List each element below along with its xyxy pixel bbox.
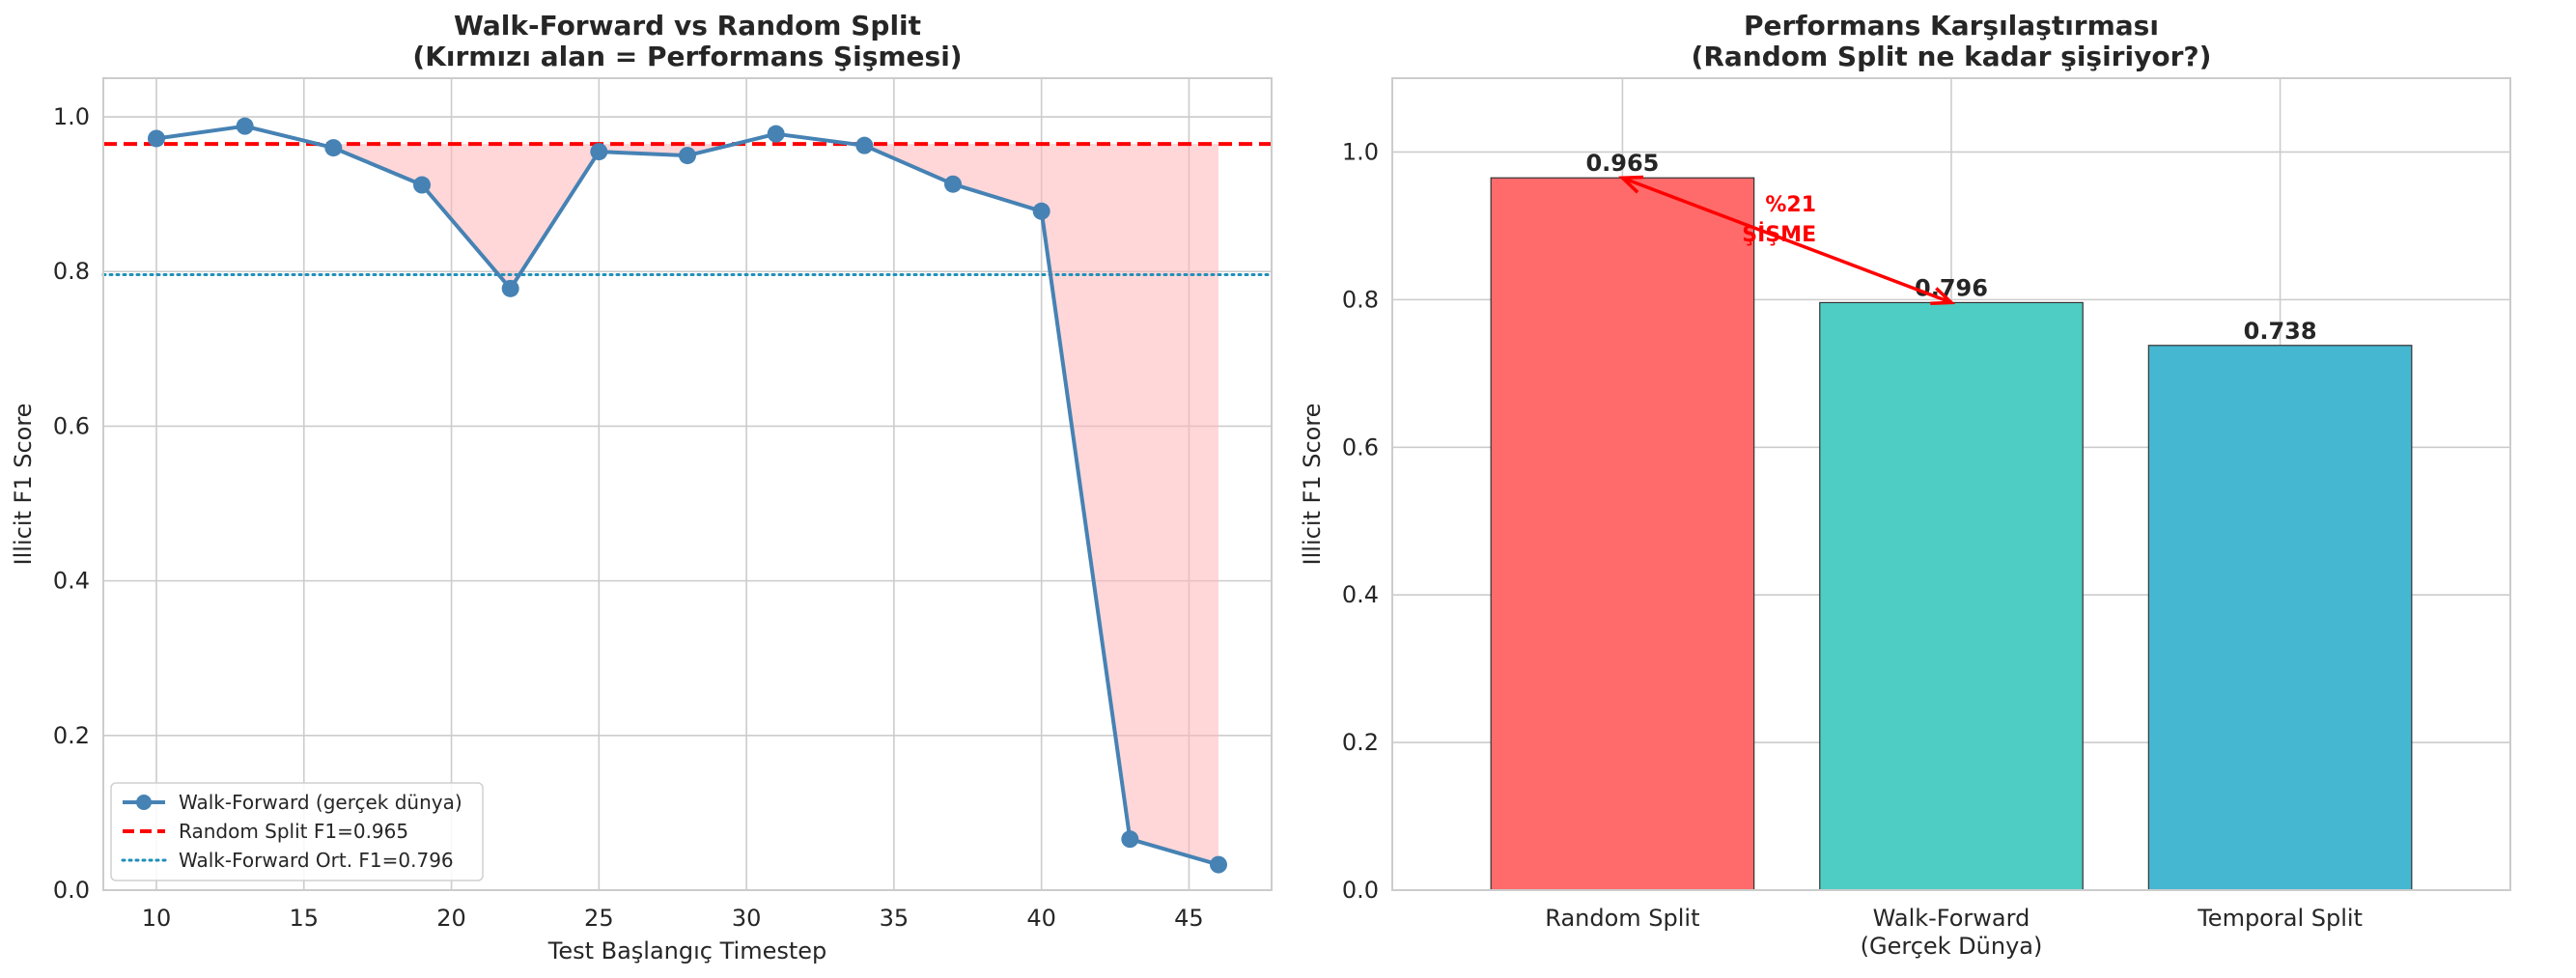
x-tick-label: 20 [436,905,466,932]
x-tick-label: 35 [880,905,910,932]
legend-entry-label: Walk-Forward (gerçek dünya) [179,791,462,814]
right-chart-subtitle: (Random Split ne kadar şişiriyor?) [1692,41,2212,72]
x-category-label: Temporal Split [2197,905,2363,932]
inflation-arrow-head [1930,287,1956,305]
left-x-axis-label: Test Başlangıç Timestep [547,937,827,964]
y-tick-label: 0.0 [53,877,90,904]
data-point [501,279,519,297]
bar-value-label: 0.738 [2244,318,2317,345]
data-point [1032,202,1050,220]
y-tick-label: 0.4 [53,568,90,595]
left-plot-frame [102,77,1273,891]
x-category-label: (Gerçek Dünya) [1861,933,2043,960]
right-plot-frame [1391,77,2511,891]
data-point [148,129,165,148]
bar-value-label: 0.796 [1915,274,1988,301]
data-point [679,147,696,165]
inflation-arrow-head [1618,175,1644,194]
y-tick-label: 0.8 [1342,286,1379,313]
y-tick-label: 1.0 [1342,138,1379,165]
left-y-axis-label: Illicit F1 Score [10,404,37,566]
bar [1490,177,1755,891]
legend-entry-label: Random Split F1=0.965 [179,820,408,843]
y-tick-label: 0.0 [1342,877,1379,904]
bar-value-label: 0.965 [1585,150,1659,177]
legend-point-marker [136,795,152,810]
data-point [767,125,785,143]
legend-entry-label: Walk-Forward Ort. F1=0.796 [179,849,454,872]
x-category-label: Random Split [1545,905,1699,932]
x-tick-label: 40 [1026,905,1056,932]
x-tick-label: 25 [584,905,614,932]
y-tick-label: 0.4 [1342,581,1379,608]
inflation-annotation-label: %21 [1765,193,1816,217]
x-tick-label: 30 [732,905,762,932]
y-tick-label: 0.6 [53,412,90,439]
y-tick-label: 0.6 [1342,433,1379,461]
data-point [1121,830,1139,849]
bar [1819,301,2084,891]
x-category-label: Walk-Forward [1873,905,2030,932]
left-chart-subtitle: (Kırmızı alan = Performans Şişmesi) [412,41,962,72]
right-chart-title: Performans Karşılaştırması [1744,10,2159,42]
bar [2147,345,2413,891]
data-point [1210,855,1227,874]
x-tick-label: 10 [142,905,172,932]
data-point [236,117,254,135]
y-tick-label: 0.2 [53,722,90,749]
y-tick-label: 1.0 [53,103,90,130]
right-y-axis-label: Illicit F1 Score [1299,404,1326,566]
y-tick-label: 0.8 [53,258,90,285]
inflation-arrow-shaft [1621,176,1952,305]
y-tick-label: 0.2 [1342,729,1379,756]
data-point [590,143,608,161]
walk-forward-line-chart: Walk-Forward vs Random Split (Kırmızı al… [10,10,1274,964]
inflation-area [156,144,1218,865]
data-point [413,176,431,194]
data-point [944,175,962,193]
left-chart-title: Walk-Forward vs Random Split [454,10,921,42]
data-point [855,136,874,154]
performance-bar-chart: Performans Karşılaştırması (Random Split… [1299,10,2511,960]
inflation-annotation-label: ŞİŞME [1742,222,1816,247]
legend-box [110,782,484,881]
data-point [324,139,343,157]
x-tick-label: 45 [1174,905,1204,932]
x-tick-label: 15 [290,905,320,932]
